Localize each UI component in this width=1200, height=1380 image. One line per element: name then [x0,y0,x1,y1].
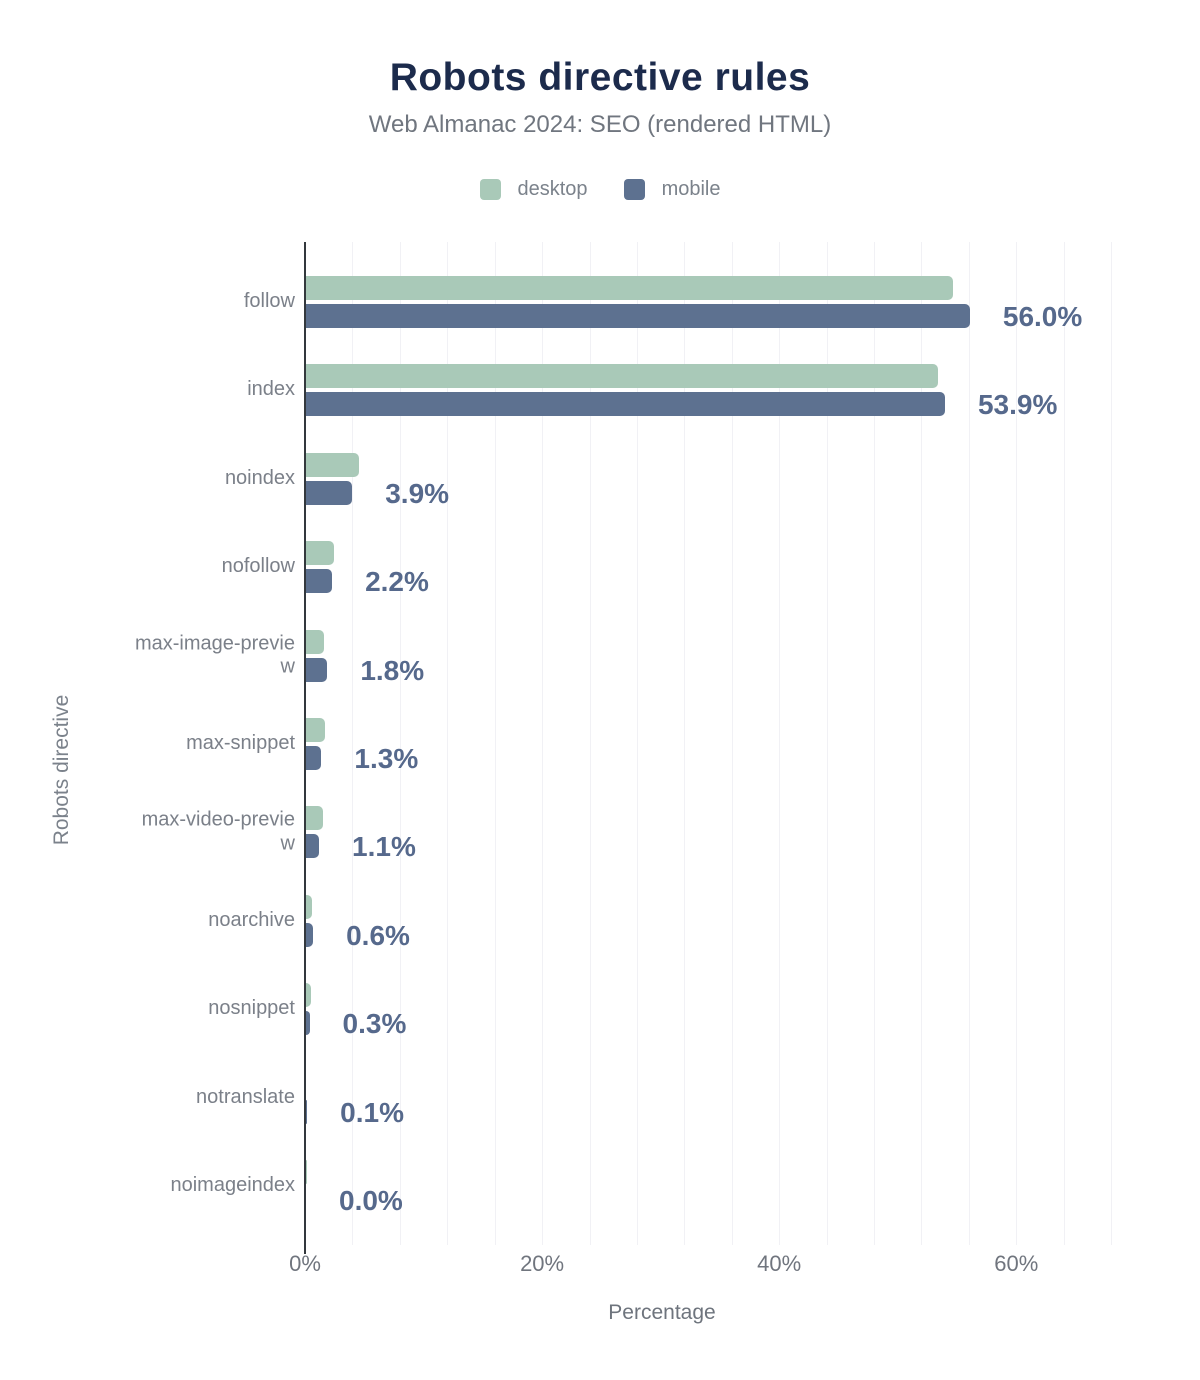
value-label-index: 53.9% [977,389,1058,421]
x-tick-40: 40% [757,1251,802,1276]
bar-desktop-nosnippet [306,983,311,1008]
gridline [731,242,733,1245]
bar-mobile-notranslate [306,1099,308,1124]
x-axis-title: Percentage [608,1301,716,1324]
value-label-nosnippet: 0.3% [342,1008,407,1040]
bar-mobile-index [306,392,945,417]
category-label-nofollow: nofollow [221,555,295,578]
gridline [542,242,544,1245]
gridline [684,242,686,1245]
category-label-noindex: noindex [224,467,295,489]
legend-label-desktop: desktop [517,178,588,200]
bar-desktop-noindex [306,452,360,477]
legend-item-mobile: mobile [623,178,721,201]
value-label-nofollow: 2.2% [365,566,429,598]
gridline [399,242,401,1245]
bar-desktop-max-image-preview [306,629,324,654]
category-label-follow: follow [243,290,295,313]
gridline [826,242,828,1245]
x-tick-60: 60% [994,1251,1039,1276]
gridline [494,242,496,1245]
bar-mobile-follow [306,304,970,328]
category-label-index: index [247,378,295,401]
desktop-swatch-icon [479,179,501,200]
chart-title: Robots directive rules [389,56,811,99]
value-label-max-snippet: 1.3% [354,743,419,774]
gridline [589,242,591,1245]
x-tick-20: 20% [520,1251,565,1276]
value-label-max-image-preview: 1.8% [360,654,425,686]
mobile-swatch-icon [623,179,645,200]
bar-desktop-noimageindex [306,1160,308,1184]
legend: desktop mobile [0,178,1200,201]
category-label-max-image-preview: max-image-previe w [134,632,295,678]
bar-mobile-max-image-preview [306,657,328,682]
value-label-max-video-preview: 1.1% [352,831,416,863]
bar-mobile-noarchive [306,922,314,947]
gridline [447,242,449,1245]
category-label-noarchive: noarchive [208,909,295,931]
chart-subtitle: Web Almanac 2024: SEO (rendered HTML) [368,111,832,138]
bar-mobile-nosnippet [306,1011,310,1036]
value-label-noindex: 3.9% [385,477,450,509]
y-axis-title: Robots directive [50,694,73,846]
bar-desktop-noarchive [306,894,312,919]
value-label-follow: 56.0% [1002,301,1083,332]
y-axis-line [304,242,306,1254]
bar-mobile-noindex [306,480,353,505]
x-tick-0: 0% [289,1251,321,1276]
category-label-max-video-preview: max-video-previe w [141,808,295,855]
gridline [1016,242,1018,1245]
category-label-nosnippet: nosnippet [208,997,295,1020]
bar-desktop-follow [306,276,954,300]
category-label-max-snippet: max-snippet [186,732,295,755]
bar-desktop-index [306,364,938,389]
gridline [968,242,970,1245]
gridline [874,242,876,1245]
gridline [636,242,638,1245]
legend-label-mobile: mobile [661,178,721,200]
legend-item-desktop: desktop [479,178,588,201]
category-label-notranslate: notranslate [196,1085,295,1108]
value-label-notranslate: 0.1% [340,1096,404,1128]
gridline [779,242,781,1245]
category-label-noimageindex: noimageindex [170,1174,295,1197]
value-label-noimageindex: 0.0% [339,1185,403,1216]
gridline [1111,242,1113,1245]
gridline [352,242,354,1245]
bar-mobile-max-video-preview [306,834,320,859]
bar-mobile-nofollow [306,569,333,594]
bar-desktop-max-snippet [306,718,325,742]
gridline [921,242,923,1245]
bar-desktop-nofollow [306,541,335,566]
gridline [1063,242,1065,1245]
bar-mobile-max-snippet [306,746,322,770]
bar-desktop-max-video-preview [306,806,323,831]
value-label-noarchive: 0.6% [346,919,410,951]
